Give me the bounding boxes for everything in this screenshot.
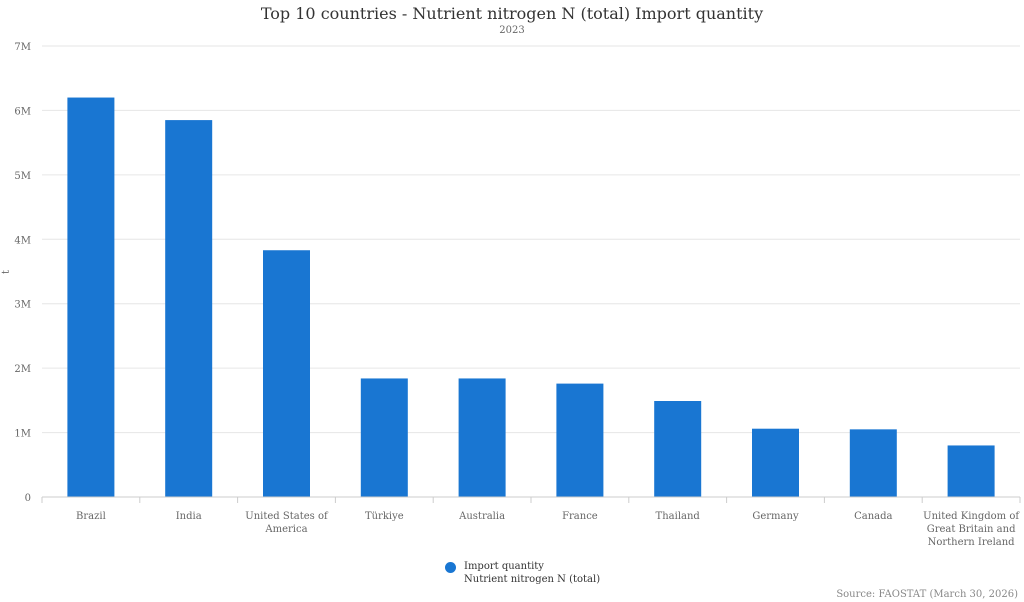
chart-subtitle: 2023 [499,25,525,36]
x-tick-label: Australia [458,511,505,522]
x-tick-label-line: Germany [752,511,799,522]
x-axis-ticks: Brazil India United States of America Türkiy… [41,497,1021,548]
bar[interactable] [752,428,799,497]
y-tick-label: 0 [25,493,31,504]
x-tick-label-line: Thailand [656,511,701,522]
legend-label: Import quantity Nutrient nitrogen N (tot… [464,560,600,586]
y-axis-title: t [1,270,12,274]
source-note: Source: FAOSTAT (March 30, 2026) [836,589,1018,600]
y-tick-label: 7M [14,42,31,53]
legend[interactable]: Import quantity Nutrient nitrogen N (tot… [445,560,600,586]
bar[interactable] [67,97,115,498]
x-tick-label-line: United Kingdom of [923,511,1020,522]
y-tick-label: 3M [14,300,31,311]
y-tick-label: 4M [14,235,31,246]
y-axis-ticks: 0 1M 2M 3M 4M 5M 6M 7M [14,42,31,504]
x-tick-label-line: Northern Ireland [928,537,1016,548]
x-tick-label-line: United States of [245,511,329,522]
bar[interactable] [165,120,213,497]
x-tick-label-line: India [176,511,202,522]
legend-series-name: Import quantity [464,561,544,572]
x-tick-label: Türkiye [365,511,404,522]
x-tick-label: France [562,511,598,522]
x-tick-label-line: America [264,524,307,535]
x-tick-label-line: Canada [854,511,892,522]
chart-title: Top 10 countries - Nutrient nitrogen N (… [260,4,764,23]
legend-series-item: Nutrient nitrogen N (total) [464,574,601,585]
bar[interactable] [458,378,506,497]
bar[interactable] [360,378,408,497]
bar[interactable] [849,429,897,497]
bar[interactable] [947,445,995,497]
x-tick-label: Germany [752,511,799,522]
bars [67,97,995,498]
y-tick-label: 2M [14,364,31,375]
x-tick-label: United Kingdom of Great Britain and Northe… [923,511,1020,548]
x-tick-label-line: Brazil [76,511,106,522]
x-tick-label: United States of America [245,511,329,535]
bar[interactable] [556,383,604,497]
x-tick-label: Canada [854,511,892,522]
x-tick-label: Brazil [76,511,106,522]
y-tick-label: 5M [14,171,31,182]
bar[interactable] [654,401,702,497]
x-tick-label-line: Türkiye [365,511,404,522]
x-tick-label: Thailand [656,511,701,522]
y-tick-label: 1M [14,429,31,440]
x-tick-label-line: Great Britain and [927,524,1016,535]
bar[interactable] [263,250,310,497]
x-tick-label: India [176,511,202,522]
legend-marker [445,562,456,573]
y-tick-label: 6M [14,106,31,117]
x-tick-label-line: France [562,511,598,522]
x-tick-label-line: Australia [458,511,505,522]
